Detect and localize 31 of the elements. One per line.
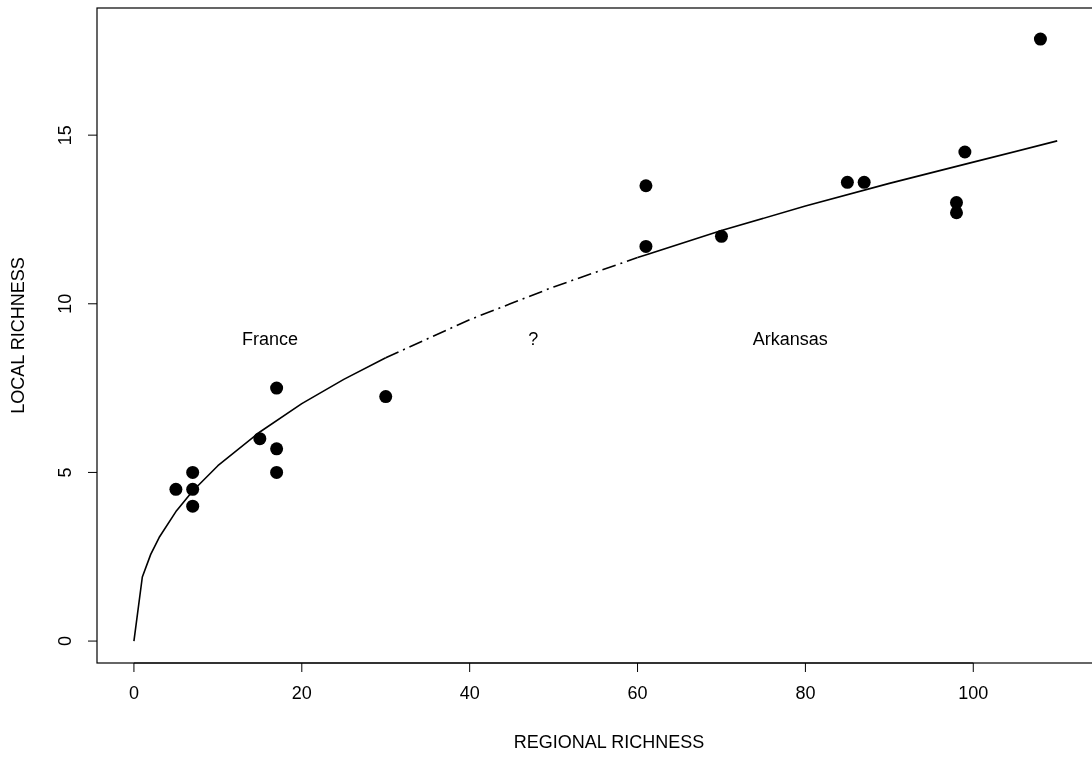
point: [857, 175, 871, 189]
x-tick-label: 40: [459, 683, 480, 703]
point: [958, 145, 972, 159]
point: [253, 432, 267, 446]
point: [270, 442, 284, 456]
point: [1033, 32, 1047, 46]
annotation: France: [242, 329, 299, 350]
point: [714, 229, 728, 243]
point: [270, 465, 284, 479]
point: [169, 482, 183, 496]
x-tick-label: 80: [795, 683, 816, 703]
y-tick-label: 5: [55, 467, 75, 478]
y-tick-label: 0: [55, 636, 75, 647]
x-tick-label: 60: [627, 683, 648, 703]
point: [379, 390, 393, 404]
y-tick-label: 15: [55, 125, 75, 146]
x-tick-label: 20: [291, 683, 312, 703]
point: [270, 381, 284, 395]
point: [840, 175, 854, 189]
point: [186, 465, 200, 479]
point: [639, 239, 653, 253]
annotation: Arkansas: [752, 329, 828, 350]
x-tick-label: 100: [958, 683, 989, 703]
y-axis-title: LOCAL RICHNESS: [8, 257, 28, 414]
point: [639, 179, 653, 193]
y-tick-label: 10: [55, 293, 75, 314]
x-axis-title: REGIONAL RICHNESS: [513, 732, 705, 752]
point: [949, 206, 963, 220]
point: [186, 499, 200, 513]
annotation: ?: [528, 329, 539, 350]
x-tick-label: 0: [128, 683, 139, 703]
